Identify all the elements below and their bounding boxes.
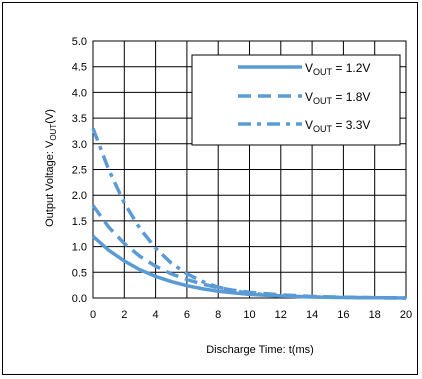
y-tick-label: 5.0: [72, 36, 87, 48]
x-tick-label: 18: [369, 309, 381, 321]
y-tick-label: 2.5: [72, 165, 87, 177]
legend-label-value: = 1.8V: [332, 90, 370, 104]
y-axis-label-main: Output Voltage: V: [44, 140, 56, 227]
legend-label-sub: OUT: [313, 124, 333, 134]
x-tick-label: 6: [184, 309, 190, 321]
series-line-3: [91, 127, 407, 300]
x-tick-label: 2: [121, 309, 127, 321]
y-tick-label: 3.0: [72, 139, 87, 151]
legend-label-value: = 1.2V: [332, 61, 370, 75]
y-axis-label-unit: (V): [44, 109, 56, 124]
x-tick-label: 0: [90, 309, 96, 321]
legend-label-3: VOUT = 3.3V: [305, 118, 370, 134]
legend-label-main: V: [305, 90, 313, 104]
y-tick-label: 4.0: [72, 87, 87, 99]
y-tick-label: 1.5: [72, 216, 87, 228]
x-tick-label: 8: [215, 309, 221, 321]
y-tick-label: 1.0: [72, 242, 87, 254]
legend-label-1: VOUT = 1.2V: [305, 61, 370, 77]
legend-label-sub: OUT: [313, 67, 333, 77]
y-tick-label: 0.5: [72, 267, 87, 279]
y-axis-label: Output Voltage: VOUT(V): [44, 109, 58, 227]
y-tick-label: 4.5: [72, 62, 87, 74]
x-axis-label: Discharge Time: t(ms): [206, 344, 314, 356]
y-axis-label-sub: OUT: [49, 124, 58, 141]
series-layer: [91, 127, 407, 300]
y-tick-label: 2.0: [72, 190, 87, 202]
legend-label-2: VOUT = 1.8V: [305, 90, 370, 106]
legend-box: [191, 54, 401, 146]
x-tick-label: 16: [337, 309, 349, 321]
x-tick-label: 14: [306, 309, 318, 321]
x-tick-label: 4: [153, 309, 159, 321]
legend-label-value: = 3.3V: [332, 118, 370, 132]
x-tick-label: 10: [243, 309, 255, 321]
legend-label-main: V: [305, 118, 313, 132]
x-tick-label: 12: [275, 309, 287, 321]
y-tick-label: 3.5: [72, 113, 87, 125]
y-tick-label: 0.0: [72, 293, 87, 305]
legend-label-main: V: [305, 61, 313, 75]
x-tick-label: 20: [400, 309, 412, 321]
legend-label-sub: OUT: [313, 96, 333, 106]
tick-labels: 0 2 4 6 8 10 12 14 16 18 20 0.0 0.5 1.0 1.5 2.0 2.5 3.0 3.…: [72, 36, 412, 321]
